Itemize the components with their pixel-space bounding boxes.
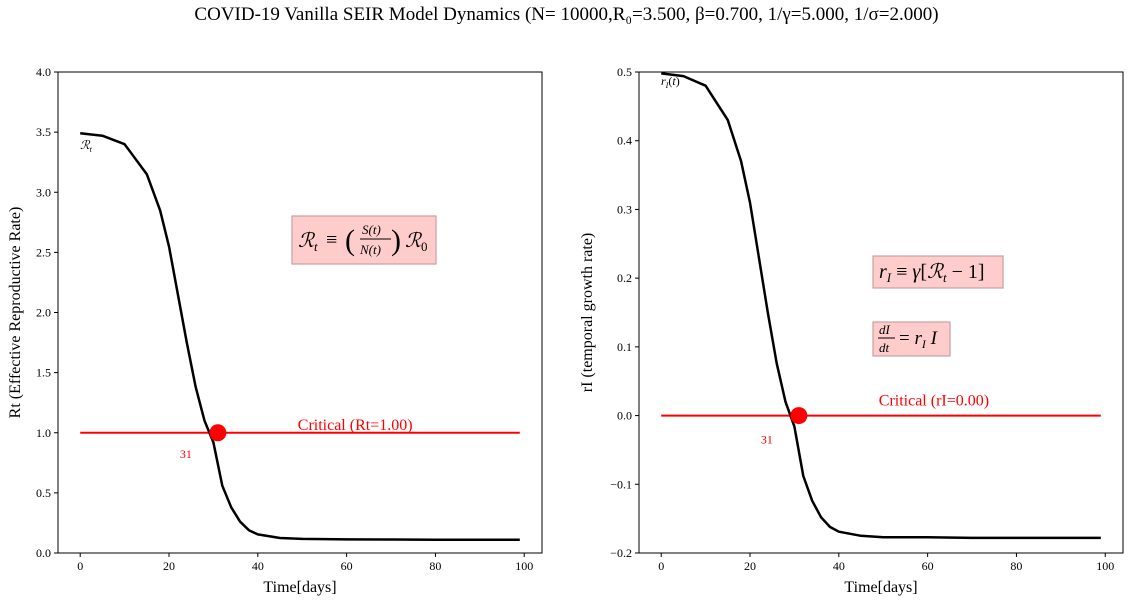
x-tick-label: 80 [429, 559, 441, 573]
rt-curve-label: ℛt [80, 138, 93, 154]
y-tick-label: 2.0 [36, 306, 51, 320]
series-line [80, 132, 520, 541]
figure-title: COVID-19 Vanilla SEIR Model Dynamics (N=… [194, 4, 939, 25]
svg-text:(: ( [345, 224, 355, 257]
y-tick-label: 4.0 [36, 65, 51, 79]
critical-label: Critical (Rt=1.00) [298, 417, 413, 434]
y-axis-label: Rt (Effective Reproductive Rate) [7, 207, 24, 419]
rt-formula-box: ℛt ≡ ( S(t) N(t) ) ℛ0 [291, 215, 437, 265]
x-tick-label: 20 [163, 559, 175, 573]
x-axis-label: Time[days] [263, 579, 336, 596]
svg-text:ℛt: ℛt [298, 230, 318, 254]
x-tick-label: 0 [77, 559, 83, 573]
svg-text:): ) [391, 224, 401, 257]
svg-text:N(t): N(t) [359, 242, 381, 257]
y-tick-label: 3.0 [36, 185, 51, 199]
axes-frame [57, 71, 543, 554]
crossing-marker [209, 424, 227, 442]
y-tick-label: 0.0 [36, 546, 51, 560]
y-tick-label: 1.5 [36, 366, 51, 380]
y-tick-label: 0.5 [36, 486, 51, 500]
crossing-day-label: 31 [180, 447, 192, 461]
y-tick-label: 3.5 [36, 125, 51, 139]
x-tick-label: 100 [515, 559, 533, 573]
svg-text:S(t): S(t) [362, 222, 381, 237]
y-tick-label: 1.0 [36, 426, 51, 440]
x-tick-label: 40 [252, 559, 264, 573]
svg-text:≡: ≡ [326, 229, 337, 251]
y-tick-label: 2.5 [36, 245, 51, 259]
x-tick-label: 60 [341, 559, 353, 573]
